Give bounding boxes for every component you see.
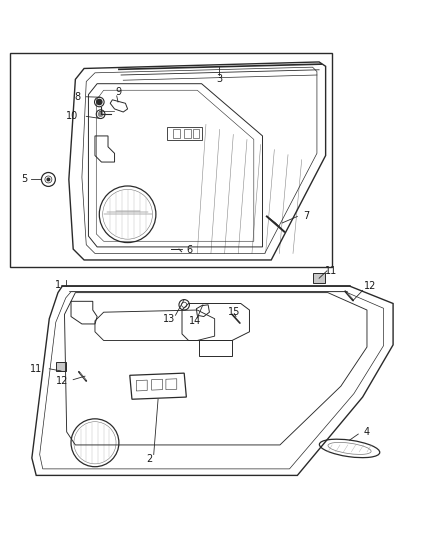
Text: 12: 12	[56, 376, 68, 386]
FancyBboxPatch shape	[56, 362, 66, 372]
Text: 3: 3	[216, 75, 222, 84]
FancyBboxPatch shape	[314, 273, 325, 284]
Text: 15: 15	[228, 307, 240, 317]
Text: 14: 14	[189, 316, 201, 326]
Text: 1: 1	[55, 280, 61, 290]
Text: 4: 4	[364, 427, 370, 437]
Circle shape	[97, 99, 102, 104]
Text: 8: 8	[74, 92, 81, 102]
Text: 5: 5	[21, 174, 27, 184]
Circle shape	[99, 112, 103, 116]
Text: 10: 10	[66, 111, 78, 122]
Text: 11: 11	[30, 364, 42, 374]
Text: 11: 11	[325, 266, 337, 276]
Text: 9: 9	[115, 87, 121, 98]
Text: 6: 6	[186, 245, 192, 255]
Text: 12: 12	[364, 281, 377, 291]
Text: 13: 13	[163, 314, 175, 324]
Text: 7: 7	[303, 211, 309, 221]
Circle shape	[47, 178, 49, 181]
Text: 2: 2	[146, 454, 152, 464]
